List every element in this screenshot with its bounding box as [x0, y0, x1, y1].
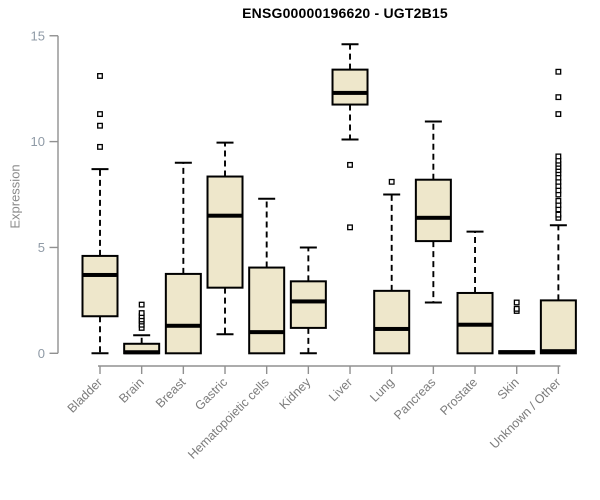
x-tick-label: Pancreas	[391, 375, 438, 422]
y-tick-label: 5	[38, 240, 45, 255]
x-tick-label: Prostate	[437, 375, 480, 418]
x-tick-label: Skin	[495, 375, 522, 402]
box-kidney	[289, 280, 327, 329]
box-gastric	[206, 175, 244, 289]
box-hematopoietic-cells	[248, 266, 286, 355]
box-breast	[164, 272, 202, 355]
x-tick-label: Bladder	[65, 375, 105, 415]
outlier-point-skin	[513, 305, 520, 312]
box-bladder	[81, 254, 119, 318]
outlier-point-unknown-other	[555, 153, 562, 160]
outlier-point-liver	[347, 161, 353, 168]
median-line-prostate	[457, 322, 493, 327]
outlier-point-bladder	[97, 73, 103, 79]
y-tick-label: 0	[38, 346, 45, 361]
median-line-bladder	[82, 272, 118, 277]
x-tick-label: Liver	[326, 375, 355, 404]
x-tick-label: Hematopoietic cells	[185, 375, 272, 462]
median-line-hematopoietic-cells	[249, 330, 285, 335]
y-tick-label: 10	[31, 134, 45, 149]
outlier-point-bladder	[97, 122, 103, 129]
outlier-point-skin	[513, 299, 520, 306]
median-line-kidney	[290, 299, 326, 304]
median-line-lung	[374, 326, 410, 331]
outlier-point-brain	[138, 301, 145, 308]
x-tick-label: Lung	[367, 375, 397, 405]
median-line-breast	[165, 323, 201, 328]
outlier-point-brain	[138, 310, 145, 317]
outlier-point-liver	[347, 224, 353, 231]
median-line-brain	[124, 350, 160, 355]
x-tick-label: Brain	[116, 375, 147, 406]
outlier-point-unknown-other	[555, 68, 562, 75]
median-line-skin	[499, 350, 535, 355]
median-line-gastric	[207, 213, 243, 218]
chart-title: ENSG00000196620 - UGT2B15	[242, 5, 448, 21]
box-pancreas	[414, 178, 452, 243]
outlier-point-unknown-other	[555, 94, 562, 101]
outlier-point-bladder	[97, 111, 103, 118]
box-unknown-other	[539, 299, 577, 355]
outlier-point-lung	[388, 178, 395, 185]
outlier-point-bladder	[97, 143, 103, 150]
x-tick-label: Kidney	[277, 375, 314, 412]
outlier-point-unknown-other	[555, 111, 562, 118]
box-lung	[373, 289, 411, 355]
outlier-point-unknown-other	[555, 197, 562, 204]
outlier-point-unknown-other	[555, 211, 562, 218]
median-line-pancreas	[415, 215, 451, 220]
x-tick-label: Gastric	[192, 375, 230, 413]
x-tick-label: Breast	[153, 375, 189, 411]
y-tick-label: 15	[31, 28, 45, 43]
median-line-unknown-other	[540, 349, 576, 354]
box-liver	[331, 68, 369, 106]
x-tick-label: Unknown / Other	[487, 375, 563, 451]
median-line-liver	[332, 90, 368, 95]
